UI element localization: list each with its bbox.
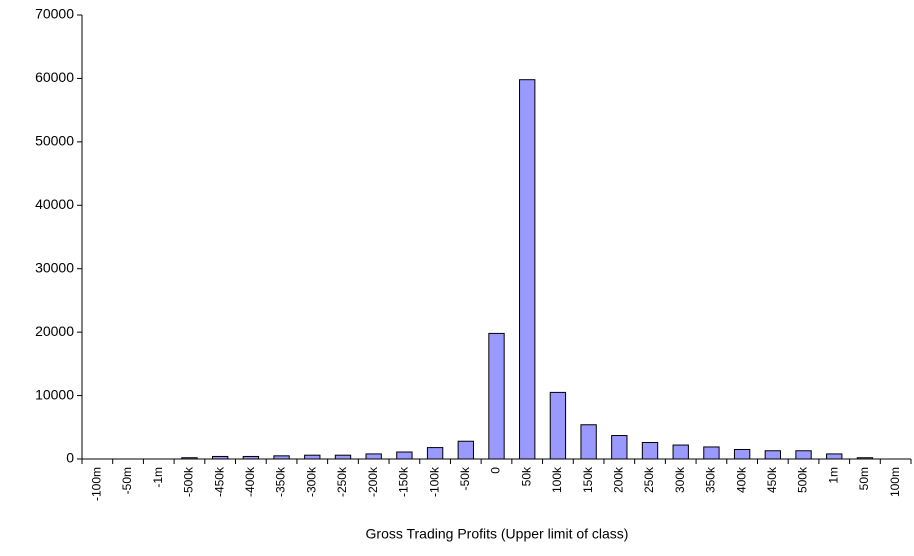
x-tick-label: 350k bbox=[704, 466, 718, 493]
x-tick-label: 500k bbox=[796, 466, 810, 493]
bar bbox=[733, 448, 751, 460]
bar bbox=[211, 455, 229, 460]
x-tick-label: 50m bbox=[857, 467, 871, 490]
bar bbox=[488, 332, 505, 460]
bar bbox=[764, 450, 782, 460]
bar bbox=[365, 453, 382, 460]
bar bbox=[396, 451, 413, 460]
x-tick-label: -250k bbox=[335, 466, 349, 497]
x-tick-label: -500k bbox=[182, 466, 196, 497]
x-tick-label: -100m bbox=[90, 467, 104, 501]
x-tick-label: -50m bbox=[120, 467, 134, 494]
x-tick-label: -50k bbox=[458, 466, 472, 490]
x-tick-label: 400k bbox=[734, 466, 748, 493]
bar bbox=[519, 79, 536, 460]
x-tick-label: 100k bbox=[550, 466, 564, 493]
x-tick-label: 150k bbox=[581, 466, 595, 493]
bar bbox=[549, 391, 567, 460]
x-tick-label: 1m bbox=[826, 467, 840, 484]
bar bbox=[856, 457, 874, 460]
bar bbox=[457, 440, 474, 460]
y-tick-label: 30000 bbox=[35, 259, 74, 275]
bar bbox=[242, 455, 260, 460]
y-tick-label: 70000 bbox=[35, 6, 74, 22]
bar bbox=[181, 457, 198, 460]
y-tick-label: 20000 bbox=[35, 323, 74, 339]
x-tick-label: 50k bbox=[519, 466, 533, 486]
bar bbox=[580, 424, 597, 460]
y-tick-label: 50000 bbox=[35, 133, 74, 149]
x-tick-label: -1m bbox=[151, 467, 165, 488]
y-tick-label: 10000 bbox=[35, 386, 74, 402]
x-tick-label: 250k bbox=[642, 466, 656, 493]
x-tick-label: 0 bbox=[489, 467, 503, 474]
bar bbox=[641, 442, 659, 460]
y-tick-label: 0 bbox=[66, 450, 74, 466]
x-axis-title: Gross Trading Profits (Upper limit of cl… bbox=[366, 526, 629, 542]
x-tick-label: -300k bbox=[304, 466, 318, 497]
x-tick-label: -450k bbox=[212, 466, 226, 497]
x-tick-label: 100m bbox=[888, 467, 902, 497]
bar bbox=[304, 454, 321, 460]
bar bbox=[672, 444, 689, 460]
x-tick-label: -200k bbox=[366, 466, 380, 497]
bar bbox=[611, 435, 628, 460]
y-tick-label: 40000 bbox=[35, 196, 74, 212]
bar bbox=[795, 450, 812, 460]
y-tick-label: 60000 bbox=[35, 69, 74, 85]
x-tick-label: -100k bbox=[427, 466, 441, 497]
x-tick-label: -350k bbox=[274, 466, 288, 497]
bar bbox=[273, 455, 290, 460]
x-tick-label: -400k bbox=[243, 466, 257, 497]
x-tick-label: 450k bbox=[765, 466, 779, 493]
x-tick-label: 200k bbox=[611, 466, 625, 493]
bar bbox=[426, 447, 444, 460]
bar bbox=[703, 446, 720, 460]
x-tick-label: 300k bbox=[673, 466, 687, 493]
bar bbox=[826, 453, 843, 460]
bar bbox=[334, 454, 352, 460]
x-tick-label: -150k bbox=[397, 466, 411, 497]
